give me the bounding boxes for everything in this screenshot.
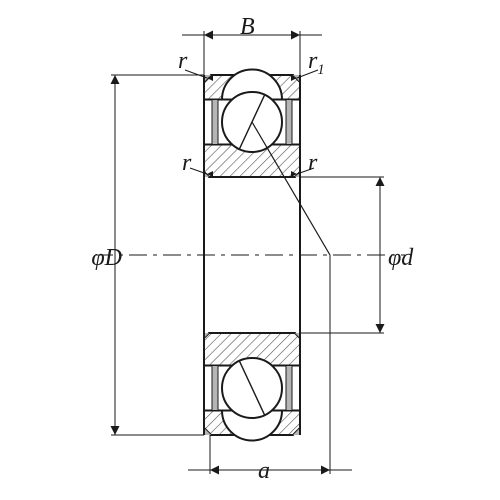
label-r-mid-left: r [182,150,191,177]
label-B: B [240,14,255,41]
label-r-top-right: r1 [308,48,325,79]
label-r-top-left: r [178,48,187,75]
bearing-cross-section-diagram [0,0,500,500]
label-phi-d: φd [388,245,413,272]
label-r-mid-right: r [308,150,317,177]
label-phi-D: φD [91,245,122,272]
label-a: a [258,458,270,485]
